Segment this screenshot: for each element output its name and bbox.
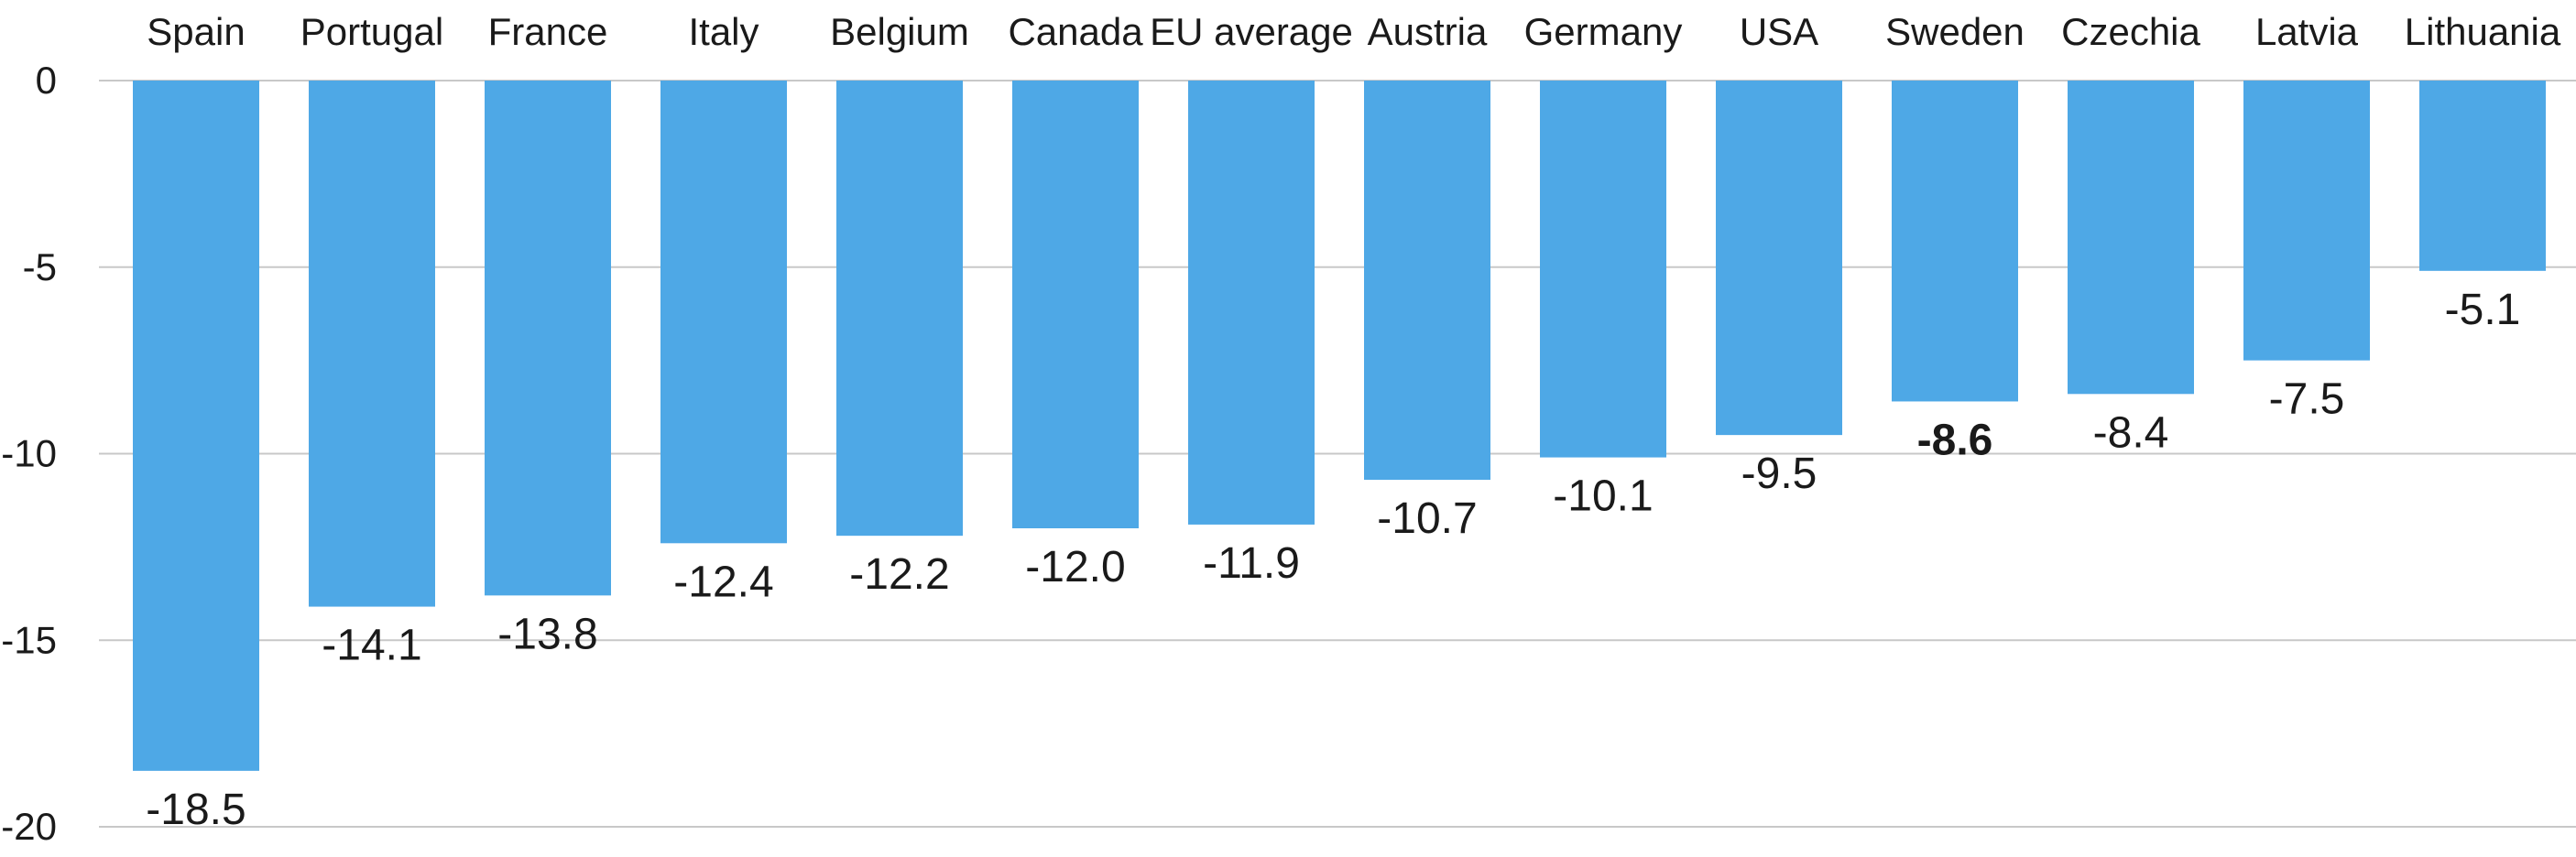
y-tick-label: -15 bbox=[1, 618, 57, 661]
bar bbox=[2068, 81, 2194, 395]
value-label: -18.5 bbox=[146, 786, 246, 834]
bar bbox=[1364, 81, 1490, 481]
value-label: -9.5 bbox=[1741, 450, 1817, 498]
y-tick-label: -10 bbox=[1, 432, 57, 475]
bar bbox=[1012, 81, 1139, 528]
value-label: -5.1 bbox=[2445, 286, 2521, 334]
value-label: -12.4 bbox=[673, 558, 773, 606]
value-label: -12.2 bbox=[849, 550, 949, 599]
y-tick-label: -5 bbox=[23, 245, 57, 288]
value-label: -11.9 bbox=[1203, 539, 1300, 588]
category-label: Belgium bbox=[830, 10, 969, 53]
category-label: Germany bbox=[1524, 10, 1683, 53]
bar bbox=[836, 81, 963, 537]
value-label: -14.1 bbox=[322, 622, 421, 670]
y-axis-ticks: 0 -5 -10 -15 -20 bbox=[1, 59, 57, 848]
bar bbox=[1540, 81, 1666, 458]
value-label: -7.5 bbox=[2269, 375, 2345, 424]
bars bbox=[133, 81, 2546, 771]
category-label: Portugal bbox=[300, 10, 443, 53]
bar bbox=[2243, 81, 2370, 361]
value-labels: -18.5 -14.1 -13.8 -12.4 -12.2 -12.0 -11.9 -10.7… bbox=[146, 286, 2520, 834]
category-label: Sweden bbox=[1885, 10, 2025, 53]
y-tick-label: -20 bbox=[1, 805, 57, 848]
category-label: France bbox=[488, 10, 608, 53]
value-label: -10.1 bbox=[1553, 472, 1653, 521]
bar bbox=[1716, 81, 1842, 436]
category-label: Canada bbox=[1008, 10, 1143, 53]
value-label: -13.8 bbox=[497, 610, 597, 658]
category-label: EU average bbox=[1150, 10, 1353, 53]
category-label: Lithuania bbox=[2405, 10, 2561, 53]
category-labels: Spain Portugal France Italy Belgium Canada EU … bbox=[147, 10, 2561, 53]
value-label: -12.0 bbox=[1025, 543, 1125, 591]
bar bbox=[309, 81, 435, 607]
category-label: Spain bbox=[147, 10, 245, 53]
bar bbox=[1892, 81, 2018, 402]
bar bbox=[485, 81, 611, 596]
value-label: -8.6 bbox=[1917, 416, 1993, 464]
bar bbox=[660, 81, 787, 544]
category-label: Austria bbox=[1368, 10, 1488, 53]
value-label: -8.4 bbox=[2093, 408, 2169, 457]
category-label: Czechia bbox=[2061, 10, 2200, 53]
category-label: Latvia bbox=[2255, 10, 2359, 53]
category-label: Italy bbox=[688, 10, 759, 53]
gridlines bbox=[99, 80, 2576, 828]
bar bbox=[1188, 81, 1315, 525]
bar bbox=[133, 81, 259, 771]
category-label: USA bbox=[1740, 10, 1818, 53]
bar bbox=[2419, 81, 2546, 271]
value-label: -10.7 bbox=[1377, 494, 1477, 543]
y-tick-label: 0 bbox=[36, 59, 57, 102]
